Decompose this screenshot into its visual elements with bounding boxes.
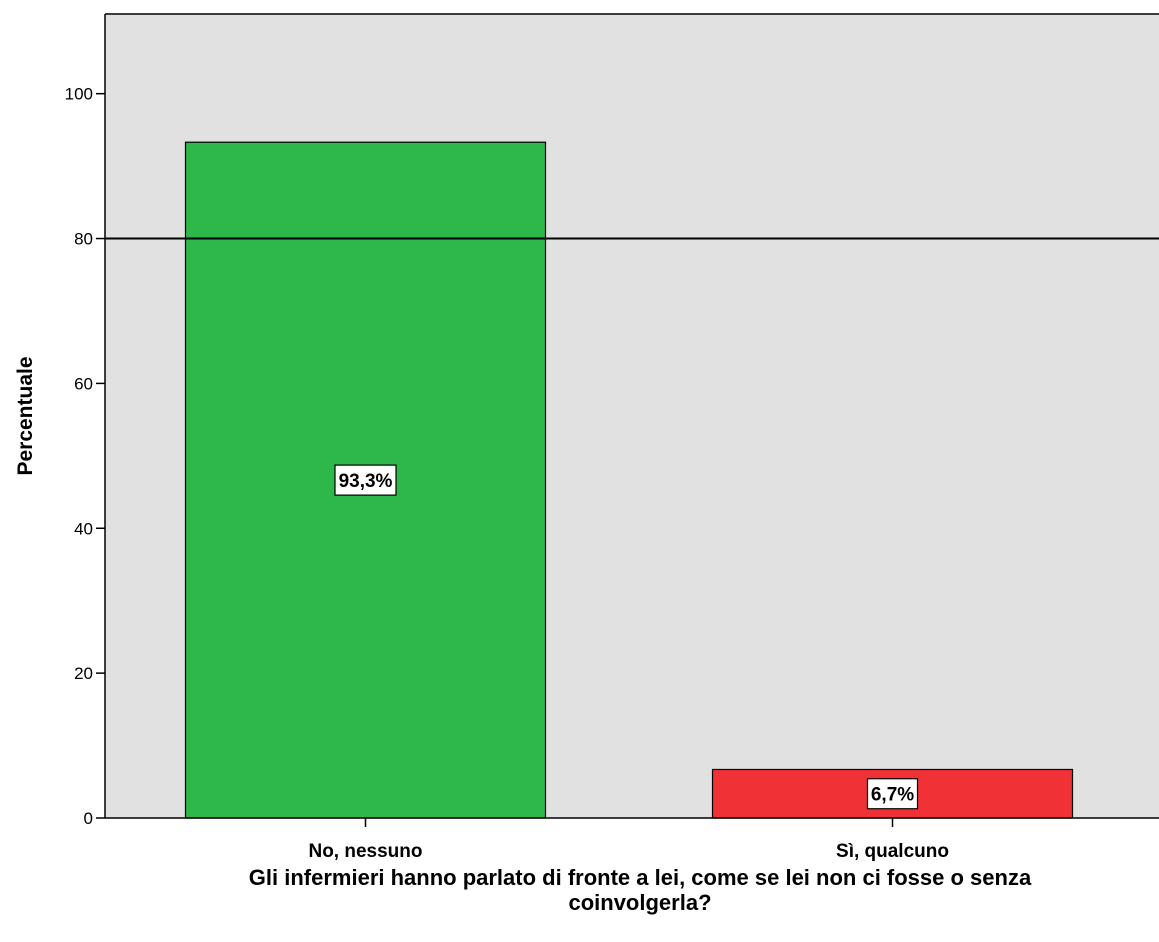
- y-tick-label: 100: [65, 85, 93, 104]
- y-tick-label: 40: [74, 519, 93, 538]
- data-label: 93,3%: [334, 464, 397, 496]
- x-tick-label: No, nessuno: [308, 841, 422, 862]
- data-labels-group: 93,3% 6,7%: [334, 464, 919, 810]
- y-tick-label: 60: [74, 374, 93, 393]
- data-label-box: [334, 464, 397, 496]
- data-label-text: 6,7%: [871, 785, 914, 806]
- y-ticks-group: 0 20 40 60 80 100: [65, 85, 105, 828]
- x-ticks-group: No, nessuno Sì, qualcuno: [308, 818, 949, 862]
- y-tick-label: 0: [84, 809, 93, 828]
- y-axis-label: Percentuale: [14, 356, 37, 475]
- data-label-text: 93,3%: [339, 471, 393, 492]
- data-label-box: [866, 778, 919, 810]
- x-axis-label-line-2: coinvolgerla?: [568, 890, 711, 915]
- x-axis-label-line-1: Gli infermieri hanno parlato di fronte a…: [249, 865, 1032, 890]
- data-label: 6,7%: [866, 778, 919, 810]
- y-tick-label: 20: [74, 664, 93, 683]
- x-tick-label: Sì, qualcuno: [836, 841, 949, 862]
- y-tick-label: 80: [74, 230, 93, 249]
